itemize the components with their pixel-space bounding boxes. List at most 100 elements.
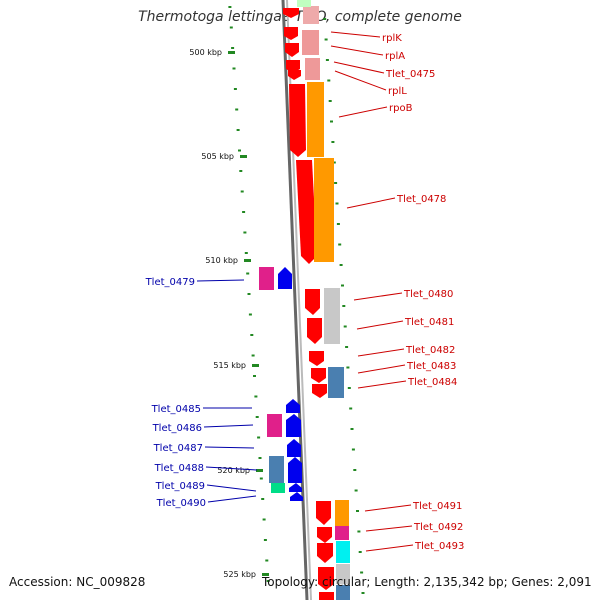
outer-ticks-right: [323, 18, 365, 594]
gene-arrow-Tlet_0481: [307, 318, 322, 344]
tick-mark: [265, 559, 269, 562]
label-leader-line: [356, 320, 404, 330]
cog-box-Tlet_0493: [336, 541, 350, 563]
gene-arrow-Tlet_0486: [286, 414, 301, 437]
gene-arrow-Tlet_0479: [278, 267, 292, 289]
gene-label: Tlet_0489: [155, 481, 205, 492]
gene-arrow-Tlet_0482: [309, 351, 324, 366]
tick-mark: [361, 592, 365, 594]
label-leader-line: [204, 446, 255, 449]
tick-mark: [339, 264, 343, 266]
gene-arrow-Tlet_0483: [311, 368, 326, 383]
cog-box-Tlet_0491: [335, 500, 349, 526]
cog-box-Tlet_0483: [328, 367, 344, 398]
gene-label: Tlet_0480: [403, 289, 453, 300]
ruler-tick: [262, 573, 269, 576]
right-gene-labels: rplK rplA Tlet_0475 rplL rpoB Tlet_0478 Tlet_0…: [330, 31, 464, 552]
tick-mark: [235, 108, 239, 111]
cog-box-bottom-grey: [336, 564, 350, 584]
gene-arrow-Tlet_0491: [316, 501, 331, 525]
tick-mark: [259, 477, 263, 480]
gene-label: Tlet_0488: [154, 463, 204, 474]
tick-mark: [261, 498, 265, 500]
tick-mark: [251, 354, 255, 357]
gene-arrow-Tlet_0478: [296, 160, 317, 264]
tick-mark: [254, 395, 258, 398]
tick-mark: [335, 202, 339, 205]
gene-arrow-Tlet_0484: [312, 384, 327, 398]
label-leader-line: [357, 364, 406, 374]
gene-label: Tlet_0484: [407, 377, 457, 388]
gene-arrow-bottom-2: [319, 592, 334, 600]
label-leader-line: [338, 106, 388, 118]
gene-arrow-rplK-top: [283, 8, 299, 18]
outer-ticks-left: [228, 6, 270, 582]
cog-box-bottom-steel: [336, 585, 350, 600]
tick-mark: [253, 375, 256, 377]
tick-mark: [353, 469, 357, 471]
tick-mark: [257, 436, 261, 439]
tick-mark: [243, 231, 247, 234]
label-leader-line: [207, 495, 257, 503]
tick-mark: [343, 325, 347, 328]
tick-mark: [250, 334, 254, 336]
tick-mark: [351, 448, 355, 451]
tick-mark: [334, 182, 338, 184]
tick-mark: [357, 530, 361, 533]
cog-box-Tlet_0492: [335, 526, 349, 540]
label-leader-line: [206, 484, 257, 492]
gene-label: Tlet_0485: [151, 404, 201, 415]
gene-label: Tlet_0475: [385, 69, 435, 80]
gene-arrow-Tlet_0475: [286, 60, 300, 73]
tick-mark: [228, 6, 232, 8]
gene-arrow-rplK: [284, 27, 298, 40]
features: [259, 0, 350, 600]
label-leader-line: [330, 31, 381, 38]
tick-mark: [349, 407, 353, 410]
tick-mark: [345, 346, 349, 348]
tick-mark: [346, 366, 350, 369]
label-leader-line: [333, 61, 385, 74]
cog-box-Tlet_0489: [271, 483, 285, 493]
gene-arrow-Tlet_0480: [305, 289, 320, 315]
gene-label: Tlet_0493: [414, 541, 464, 552]
tick-mark: [336, 223, 340, 225]
label-leader-line: [357, 348, 405, 357]
label-leader-line: [205, 466, 258, 471]
cog-box-Tlet_0480: [324, 288, 340, 344]
label-leader-line: [334, 70, 387, 91]
tick-mark: [238, 149, 241, 152]
label-leader-line: [196, 279, 245, 282]
gene-label: Tlet_0490: [156, 498, 206, 509]
label-leader-line: [365, 525, 413, 532]
gene-arrow-Tlet_0490: [290, 492, 303, 501]
tick-mark: [331, 141, 335, 143]
tick-mark: [239, 170, 243, 172]
cog-box-top-green: [297, 0, 311, 7]
tick-mark: [360, 571, 364, 574]
label-leader-line: [346, 197, 396, 209]
tick-mark: [266, 580, 270, 582]
cog-box-Tlet_0486: [267, 414, 282, 437]
tick-mark: [242, 211, 246, 213]
tick-mark: [258, 457, 262, 459]
gene-label: rplL: [388, 86, 407, 97]
gene-arrow-Tlet_0488: [288, 457, 302, 483]
tick-mark: [328, 100, 332, 102]
tick-mark: [354, 489, 358, 492]
gene-arrow-Tlet_0485: [286, 399, 300, 413]
label-leader-line: [203, 424, 254, 428]
gene-arrow-bottom: [318, 567, 334, 590]
genome-title: Thermotoga lettingae TMO, complete genom…: [138, 9, 462, 25]
gene-arrow-Tlet_0492: [317, 527, 332, 543]
gene-label: rplK: [382, 33, 402, 44]
gene-arrow-rpoB: [289, 84, 306, 157]
tick-mark: [236, 129, 240, 131]
tick-mark: [342, 305, 346, 307]
left-gene-labels: Tlet_0479 Tlet_0485 Tlet_0486 Tlet_0487 Tlet…: [145, 277, 258, 509]
label-leader-line: [353, 292, 403, 301]
ruler-tick: [256, 469, 263, 472]
tick-mark: [244, 252, 248, 254]
ruler-label: 510 kbp: [205, 256, 238, 265]
